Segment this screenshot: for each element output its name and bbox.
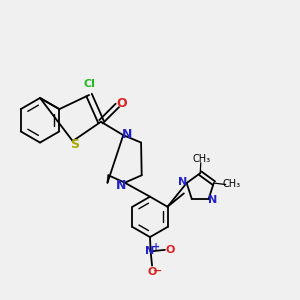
Text: N: N bbox=[116, 178, 126, 192]
Text: N: N bbox=[146, 246, 154, 256]
Text: S: S bbox=[70, 138, 79, 151]
Text: N: N bbox=[178, 177, 188, 188]
Text: N: N bbox=[122, 128, 132, 141]
Text: O: O bbox=[148, 267, 158, 277]
Text: N: N bbox=[208, 195, 218, 205]
Text: CH₃: CH₃ bbox=[223, 179, 241, 189]
Text: −: − bbox=[153, 266, 163, 276]
Text: O: O bbox=[166, 244, 175, 255]
Text: CH₃: CH₃ bbox=[193, 154, 211, 164]
Text: +: + bbox=[152, 242, 160, 252]
Text: O: O bbox=[116, 97, 127, 110]
Text: Cl: Cl bbox=[84, 79, 96, 89]
